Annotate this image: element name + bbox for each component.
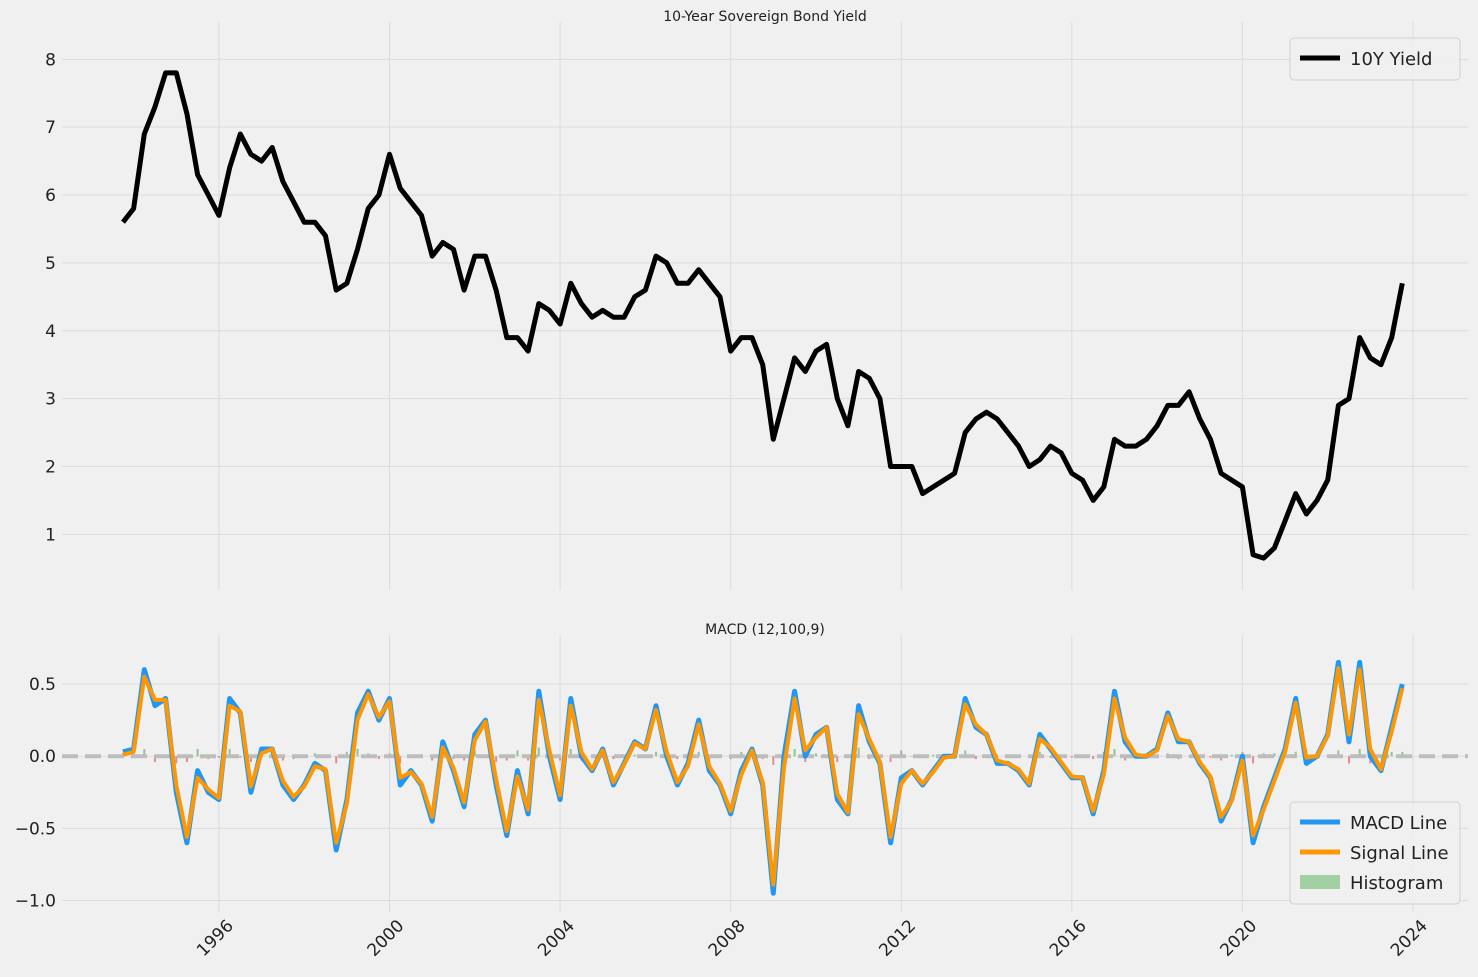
histogram-bar [153, 756, 156, 762]
y-tick-label: 0.5 [29, 675, 56, 695]
histogram-bar [857, 747, 860, 757]
series-line [121, 70, 1405, 561]
legend: MACD Line Signal Line Histogram [1289, 801, 1461, 905]
legend-label: 10Y Yield [1350, 49, 1432, 70]
histogram-bar [1092, 756, 1095, 760]
x-tick-label: 2020 [1217, 916, 1262, 961]
histogram-bar [910, 756, 913, 757]
histogram-bar [313, 753, 316, 757]
histogram-bar [697, 751, 700, 757]
histogram-bar [495, 756, 498, 762]
y-tick-label: 6 [45, 186, 56, 206]
x-tick-label: 2000 [364, 916, 409, 961]
x-tick-label: 2012 [875, 916, 920, 961]
legend-label: MACD Line [1350, 813, 1447, 834]
y-tick-label: 0.0 [29, 747, 56, 767]
histogram-bar [527, 756, 530, 761]
histogram-bar [889, 756, 892, 762]
chart-title: MACD (12,100,9) [705, 622, 825, 638]
histogram-bar [228, 748, 231, 757]
histogram-bar [143, 748, 146, 757]
histogram-bar [1220, 756, 1223, 761]
x-tick-label: 2016 [1046, 916, 1091, 961]
histogram-bar [217, 756, 220, 758]
histogram-bar [772, 756, 775, 765]
histogram-bar [1252, 756, 1255, 764]
histogram-bar [1401, 751, 1404, 757]
legend-label: Signal Line [1350, 843, 1449, 864]
histogram-bar [569, 748, 572, 757]
histogram-bar [964, 750, 967, 757]
histogram-bar [804, 756, 807, 762]
histogram-bar [1348, 756, 1351, 764]
histogram-bar [399, 756, 402, 764]
histogram-bar [740, 751, 743, 757]
x-tick-label: 2004 [534, 916, 579, 961]
histogram-bar [281, 756, 284, 761]
histogram-bar [900, 750, 903, 757]
histogram-bar [1230, 754, 1233, 757]
histogram-bar [505, 756, 508, 761]
y-tick-label: 8 [45, 50, 56, 70]
legend: 10Y Yield [1289, 37, 1461, 81]
histogram-bar [335, 756, 338, 764]
histogram-bar [1273, 753, 1276, 757]
x-tick-label: 2008 [705, 916, 750, 961]
histogram-bar [559, 756, 562, 761]
histogram-bar [345, 751, 348, 757]
histogram-bar [473, 750, 476, 757]
histogram-bar [516, 750, 519, 757]
axes: −1.0 −0.5 0.0 0.5 1996 2000 2004 2008 2012 2016 20… [15, 622, 1468, 961]
histogram-bar [932, 754, 935, 757]
series-line [122, 666, 1405, 887]
histogram-bar [1113, 748, 1116, 757]
x-tick-label: 2024 [1387, 916, 1432, 961]
histogram-bar [676, 756, 679, 760]
histogram-bar [612, 756, 615, 760]
histogram-bar [377, 756, 380, 760]
y-tick-label: −0.5 [15, 819, 56, 839]
histogram-bar [537, 747, 540, 757]
legend-box [1289, 801, 1461, 905]
histogram-bar [1209, 756, 1212, 758]
histogram-bar [974, 756, 977, 760]
histogram-bar [793, 748, 796, 757]
y-tick-label: 3 [45, 390, 56, 410]
histogram-bar [239, 756, 242, 758]
histogram-bar [1294, 751, 1297, 757]
legend-label: Histogram [1350, 873, 1443, 894]
histogram-bar [249, 756, 252, 762]
histogram-bar [1337, 750, 1340, 757]
histogram-bar [814, 753, 817, 757]
histogram-bar [185, 756, 188, 762]
histogram-bar [175, 756, 178, 764]
y-tick-label: 4 [45, 322, 56, 342]
histogram-bar [1390, 751, 1393, 757]
histogram-bar [1070, 756, 1073, 758]
y-tick-label: 1 [45, 525, 56, 545]
legend-swatch [1300, 875, 1340, 889]
histogram-bar [633, 754, 636, 757]
histogram-bar [196, 748, 199, 757]
chart-title: 10-Year Sovereign Bond Yield [663, 9, 867, 25]
y-tick-label: 2 [45, 457, 56, 477]
histogram-bar [463, 756, 466, 761]
histogram-bar [836, 756, 839, 762]
histogram-bar [1358, 748, 1361, 757]
histogram-bar [356, 748, 359, 757]
histogram-bar [1049, 756, 1052, 758]
x-tick-label: 1996 [193, 916, 238, 961]
y-tick-label: 7 [45, 118, 56, 138]
histogram-bar [1124, 756, 1127, 761]
y-tick-label: 5 [45, 254, 56, 274]
histogram-bar [431, 756, 434, 761]
axes: 1 2 3 4 5 6 7 8 10-Year Sovereign Bond Yield 10Y … [45, 9, 1468, 590]
legend-box [1289, 37, 1461, 81]
y-tick-label: −1.0 [15, 891, 56, 911]
histogram-bar [655, 751, 658, 757]
histogram-bar [1038, 751, 1041, 757]
